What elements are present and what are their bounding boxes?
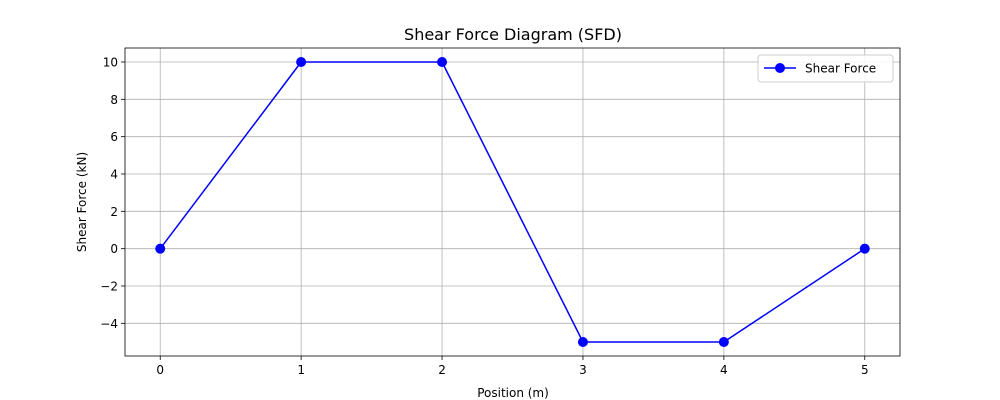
data-point [859, 243, 870, 254]
series-line-shear-force [159, 61, 866, 343]
y-axis-label: Shear Force (kN) [75, 152, 89, 252]
y-axis-ticks: −4 −2 0 2 4 6 8 10 [100, 56, 125, 331]
data-point [296, 57, 307, 67]
grid-lines [125, 48, 900, 356]
y-tick-label: 2 [110, 205, 118, 219]
legend-box [757, 54, 894, 83]
data-point [155, 243, 166, 254]
x-tick-label: 1 [297, 363, 305, 377]
data-point [718, 337, 729, 347]
y-tick-label: −4 [100, 317, 118, 331]
series-layer [155, 57, 870, 347]
chart-title: Shear Force Diagram (SFD) [404, 25, 622, 44]
x-tick-label: 4 [720, 363, 728, 377]
y-tick-label: 0 [110, 242, 118, 256]
x-axis-label: Position (m) [477, 386, 549, 400]
y-tick-label: 10 [103, 56, 118, 70]
data-point [577, 337, 588, 347]
legend-marker-sample [775, 63, 785, 73]
x-tick-label: 3 [579, 363, 587, 377]
y-tick-label: 6 [110, 130, 118, 144]
plot-frame [124, 47, 901, 357]
x-tick-label: 0 [156, 363, 164, 377]
legend-label-shear-force: Shear Force [805, 62, 876, 76]
x-tick-label: 5 [861, 363, 869, 377]
data-point [437, 57, 448, 67]
legend: Shear Force [757, 54, 894, 83]
y-tick-label: 4 [110, 168, 118, 182]
y-tick-label: 8 [110, 93, 118, 107]
x-tick-label: 2 [438, 363, 446, 377]
y-tick-label: −2 [100, 280, 118, 294]
x-axis-ticks: 0 1 2 3 4 5 [156, 356, 869, 377]
